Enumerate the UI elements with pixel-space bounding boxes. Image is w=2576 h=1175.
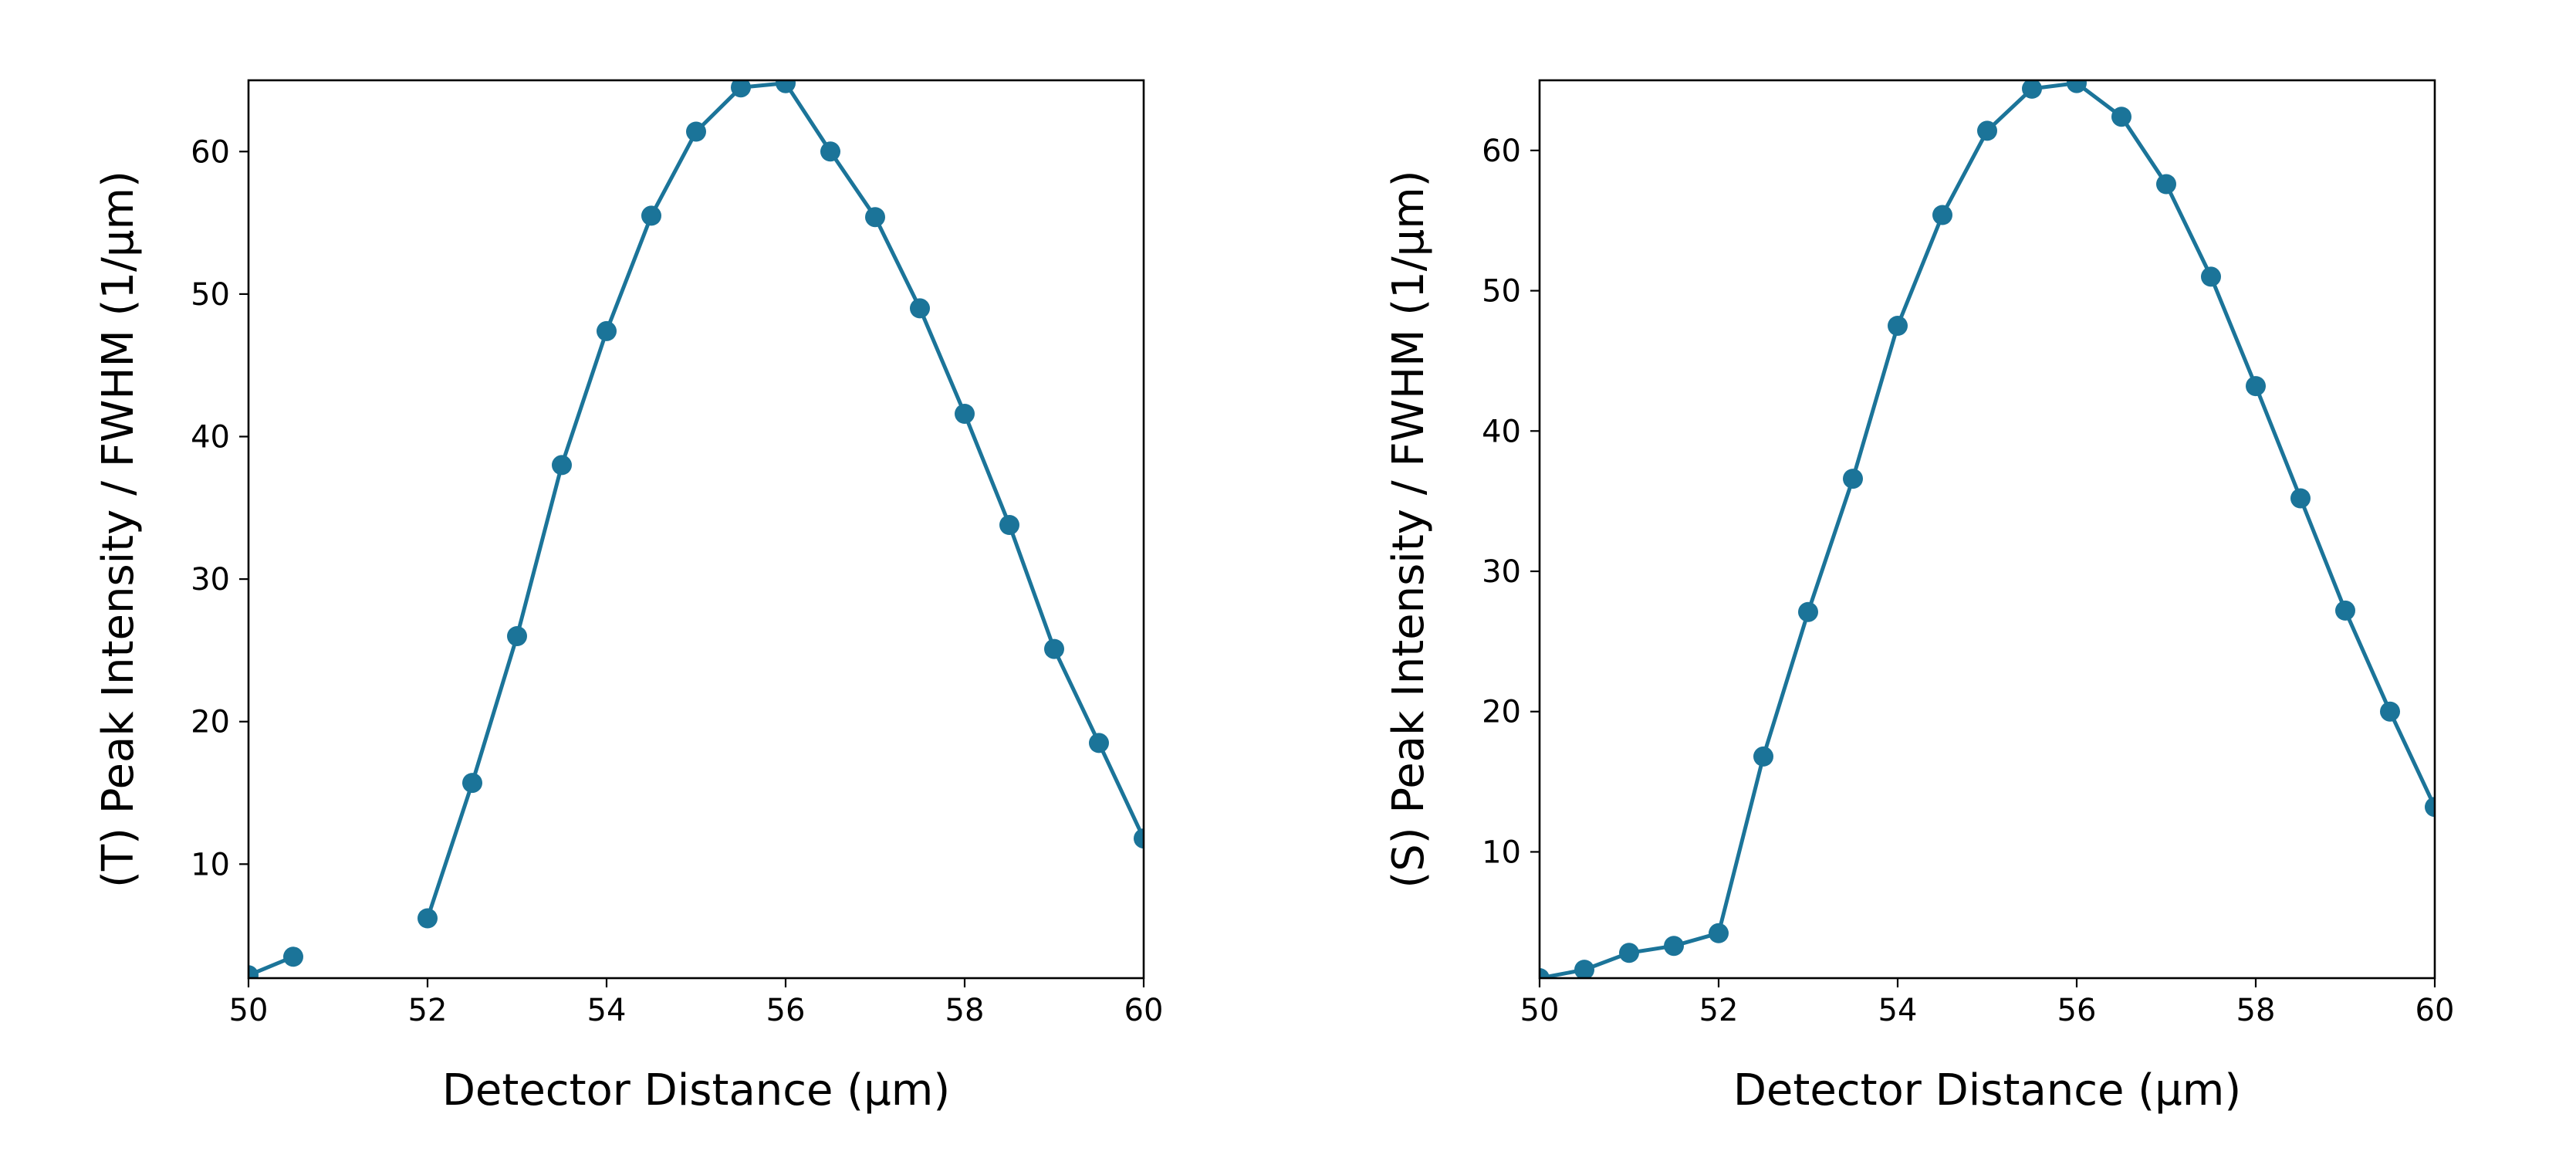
plot-area-left: [248, 80, 1144, 978]
data-point-left-14: [955, 404, 975, 424]
x-tick-label-right-3: 56: [2057, 993, 2097, 1028]
data-point-left-16: [1044, 638, 1064, 659]
chart-right: 50 52 54 56 58 60 10 20 30 40 50 60 Detector Dista…: [1384, 79, 2455, 1116]
data-point-right-13: [2111, 107, 2131, 127]
markers-left: [248, 80, 1144, 978]
chart-left: 50 52 54 56 58 60 10 20 30 40 50 60 Detector Dista…: [93, 79, 1164, 1116]
data-point-right-8: [1888, 316, 1908, 336]
x-tick-label-left-1: 52: [408, 993, 448, 1028]
y-tick-label-left-0: 10: [191, 847, 230, 882]
x-tick-label-right-4: 58: [2236, 993, 2276, 1028]
data-point-left-5: [552, 455, 572, 476]
x-tick-label-right-2: 54: [1878, 993, 1918, 1028]
y-tick-label-left-2: 30: [191, 562, 230, 598]
x-axis-label-left: Detector Distance (μm): [442, 1065, 950, 1116]
y-tick-label-left-5: 60: [191, 134, 230, 170]
x-axis-right: 50 52 54 56 58 60: [1520, 978, 2455, 1028]
data-point-left-3: [462, 773, 482, 794]
x-tick-label-left-0: 50: [229, 993, 269, 1028]
data-point-right-2: [1619, 943, 1639, 963]
data-point-left-0: [248, 965, 259, 978]
data-point-right-10: [1977, 120, 1997, 141]
data-point-left-9: [731, 80, 751, 98]
data-point-right-20: [2425, 797, 2435, 818]
y-tick-label-right-4: 50: [1482, 274, 1521, 310]
data-point-right-4: [1709, 923, 1729, 943]
y-axis-label-right: (S) Peak Intensity / FWHM (1/μm): [1384, 170, 1434, 888]
data-point-right-0: [1540, 968, 1550, 978]
data-point-right-1: [1574, 960, 1594, 978]
x-tick-label-left-5: 60: [1124, 993, 1164, 1028]
y-axis-left: 10 20 30 40 50 60: [191, 134, 248, 882]
plot-frame-right: [1538, 79, 2436, 980]
plot-area-right: [1540, 80, 2435, 978]
x-axis-left: 50 52 54 56 58 60: [229, 978, 1164, 1028]
y-tick-label-left-3: 40: [191, 420, 230, 455]
data-point-right-6: [1798, 601, 1818, 622]
y-axis-label-left: (T) Peak Intensity / FWHM (1/μm): [93, 171, 144, 888]
x-tick-label-left-3: 56: [766, 993, 806, 1028]
data-point-left-13: [910, 298, 930, 319]
data-point-left-8: [686, 121, 706, 142]
data-point-right-3: [1664, 936, 1684, 957]
data-point-left-17: [1089, 733, 1109, 753]
data-point-right-17: [2290, 488, 2311, 509]
data-point-right-19: [2380, 701, 2400, 722]
x-tick-label-right-5: 60: [2415, 993, 2455, 1028]
data-point-left-4: [507, 626, 527, 646]
y-tick-label-left-1: 20: [191, 705, 230, 740]
x-tick-label-right-1: 52: [1699, 993, 1739, 1028]
plot-frame-left: [247, 79, 1145, 980]
y-tick-label-right-3: 40: [1482, 414, 1521, 449]
data-point-right-11: [2022, 80, 2042, 99]
data-point-left-10: [776, 80, 796, 93]
data-point-right-5: [1753, 746, 1773, 767]
x-axis-label-right: Detector Distance (μm): [1733, 1065, 2241, 1116]
data-point-left-12: [865, 207, 885, 228]
y-tick-label-right-5: 60: [1482, 134, 1521, 169]
y-tick-label-right-2: 30: [1482, 554, 1521, 590]
data-point-left-15: [999, 515, 1019, 535]
data-point-right-7: [1843, 469, 1863, 489]
markers-right: [1540, 80, 2435, 978]
data-point-right-12: [2067, 80, 2087, 93]
data-point-right-18: [2335, 600, 2355, 621]
x-tick-label-left-2: 54: [587, 993, 627, 1028]
data-point-left-11: [820, 141, 840, 162]
data-point-left-6: [597, 320, 617, 341]
data-point-left-18: [1134, 828, 1144, 849]
x-tick-label-left-4: 58: [945, 993, 985, 1028]
data-point-left-7: [641, 205, 661, 226]
y-tick-label-left-4: 50: [191, 277, 230, 313]
y-tick-label-right-0: 10: [1482, 835, 1521, 870]
data-point-right-15: [2201, 266, 2221, 287]
data-point-right-14: [2156, 174, 2176, 195]
data-point-left-2: [418, 908, 438, 929]
x-tick-label-right-0: 50: [1520, 993, 1560, 1028]
data-point-right-9: [1932, 205, 1952, 225]
data-point-right-16: [2246, 376, 2266, 397]
y-tick-label-right-1: 20: [1482, 695, 1521, 730]
data-point-left-1: [283, 946, 303, 967]
y-axis-right: 10 20 30 40 50 60: [1482, 134, 1540, 870]
